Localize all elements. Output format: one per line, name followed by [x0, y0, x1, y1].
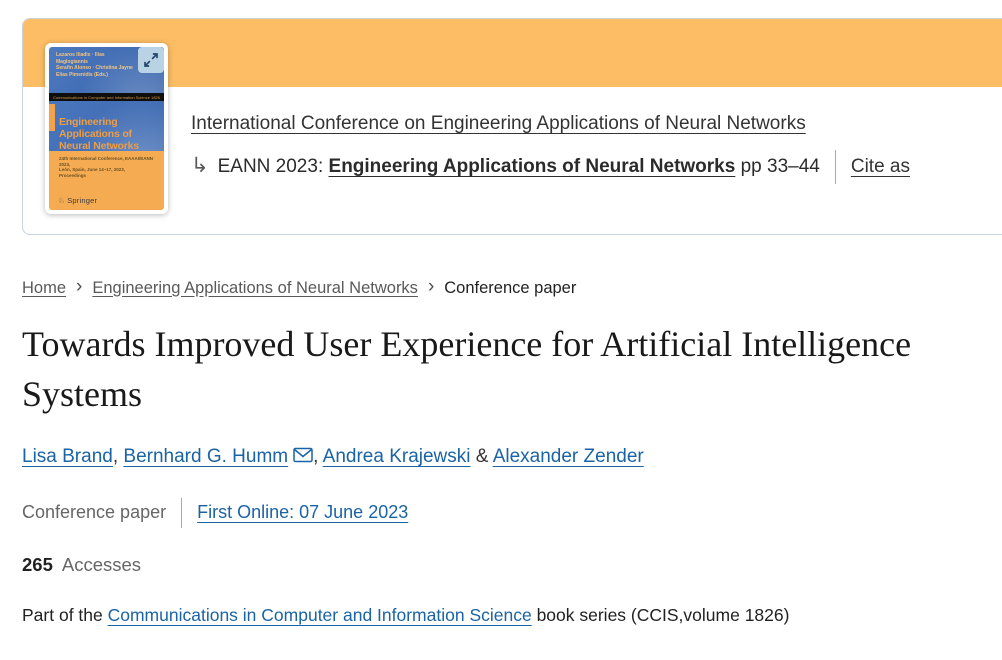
springer-logo-text: Springer [67, 196, 98, 205]
content-type-label: Conference paper [22, 502, 167, 523]
expand-icon[interactable] [138, 47, 164, 73]
chevron-right-icon: › [427, 276, 435, 297]
banner-text-block: International Conference on Engineering … [191, 87, 1002, 184]
springer-logo: ♘ Springer [58, 196, 98, 205]
breadcrumb: Home › Engineering Applications of Neura… [22, 276, 980, 299]
series-prefix: Part of the [22, 604, 108, 625]
chevron-right-icon: › [76, 276, 83, 297]
redirect-arrow-icon: ↳ [191, 153, 209, 177]
cover-series-name: Communications in Computer and Informati… [53, 94, 150, 100]
cover-editors-line: Elias Pimenidis (Eds.) [56, 71, 108, 78]
series-suffix: book series (CCIS,volume 1826) [531, 604, 790, 625]
book-cover[interactable]: Lazaros Iliadis · Ilias Maglogiannis Ser… [45, 43, 168, 214]
page-range: pp 33–44 [735, 156, 820, 177]
cover-series-band: Communications in Computer and Informati… [49, 93, 164, 101]
author-separator: , [313, 445, 319, 467]
first-online-link[interactable]: First Online: 07 June 2023 [197, 502, 409, 523]
accesses-label: Accesses [61, 553, 142, 575]
article-title: Towards Improved User Experience for Art… [22, 324, 912, 415]
email-envelope-icon[interactable] [293, 447, 313, 469]
breadcrumb-current: Conference paper [444, 278, 577, 297]
cover-editors-line: Lazaros Iliadis · Ilias Maglogiannis [56, 52, 105, 65]
cover-subtitle-line: Proceedings [59, 172, 87, 178]
accesses-count: 265 [22, 553, 53, 575]
proceedings-line: ↳ EANN 2023: Engineering Applications of… [191, 150, 1002, 184]
book-series-line: Part of the Communications in Computer a… [22, 605, 980, 626]
series-link[interactable]: Communications in Computer and Informati… [107, 604, 532, 625]
cover-series-number: 1826 [151, 94, 160, 100]
proceedings-title-link[interactable]: Engineering Applications of Neural Netwo… [328, 156, 736, 177]
accesses-metric: 265 Accesses [22, 554, 980, 576]
author-list: Lisa Brand, Bernhard G. Humm, Andrea Kra… [22, 446, 980, 468]
proceedings-prefix: EANN 2023: [217, 156, 329, 177]
conference-series-link[interactable]: International Conference on Engineering … [191, 113, 806, 134]
breadcrumb-book-link[interactable]: Engineering Applications of Neural Netwo… [92, 278, 418, 297]
vertical-divider [181, 497, 183, 528]
author-separator: & [470, 445, 489, 467]
breadcrumb-home-link[interactable]: Home [22, 278, 67, 297]
author-link[interactable]: Andrea Krajewski [322, 445, 471, 467]
cover-subtitle-block: 24th International Conference, EAAAI/EAN… [49, 151, 164, 210]
cite-as-link[interactable]: Cite as [850, 156, 910, 177]
author-link[interactable]: Alexander Zender [492, 445, 644, 467]
cover-title-block: Engineering Applications of Neural Netwo… [49, 101, 164, 152]
cover-editors-line: Serafin Alonso · Christina Jayne [56, 65, 133, 71]
author-separator: , [112, 445, 119, 467]
cover-subtitle-line: 24th International Conference, EAAAI/EAN… [59, 156, 154, 167]
article-header: Home › Engineering Applications of Neura… [0, 276, 1002, 626]
author-link[interactable]: Lisa Brand [22, 445, 113, 467]
banner-orange-band [23, 19, 1002, 87]
cover-subtitle-line: León, Spain, June 14–17, 2023, [59, 167, 126, 172]
proceedings-banner: Lazaros Iliadis · Ilias Maglogiannis Ser… [22, 18, 1002, 235]
vertical-divider [834, 150, 836, 184]
author-link[interactable]: Bernhard G. Humm [123, 445, 289, 467]
cover-orange-stripe [49, 104, 55, 131]
cover-title: Engineering Applications of Neural Netwo… [59, 116, 139, 152]
article-meta: Conference paper First Online: 07 June 2… [22, 497, 980, 528]
